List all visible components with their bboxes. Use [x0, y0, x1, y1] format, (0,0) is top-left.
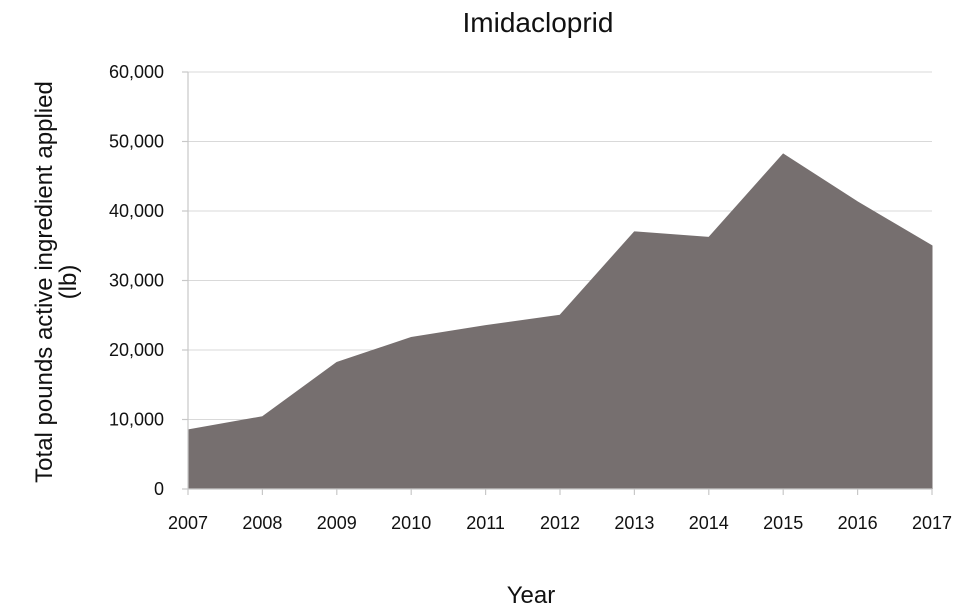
y-tick-label: 10,000 — [109, 410, 164, 430]
axis-layer — [182, 71, 933, 495]
x-tick-label: 2010 — [391, 513, 431, 533]
y-tick-label: 0 — [154, 479, 164, 499]
y-axis-title-line-1: Total pounds active ingredient applied — [31, 81, 58, 483]
y-tick-label: 30,000 — [109, 271, 164, 291]
x-tick-label: 2011 — [466, 513, 505, 533]
x-tick-label: 2013 — [614, 513, 654, 533]
x-tick-label: 2009 — [317, 513, 357, 533]
x-tick-label: 2016 — [838, 513, 878, 533]
x-tick-label: 2015 — [763, 513, 803, 533]
chart-title: Imidacloprid — [463, 7, 614, 38]
y-axis-title-line-2: (lb) — [55, 265, 82, 300]
x-axis-title: Year — [507, 582, 556, 609]
y-tick-label: 50,000 — [109, 132, 164, 152]
label-layer: 0 10,000 20,000 30,000 40,000 50,000 60,000 200… — [31, 7, 952, 609]
x-tick-label: 2017 — [912, 513, 952, 533]
y-tick-label: 20,000 — [109, 340, 164, 360]
x-tick-label: 2012 — [540, 513, 580, 533]
x-tick-label: 2014 — [689, 513, 729, 533]
x-tick-label: 2007 — [168, 513, 208, 533]
y-axis-title-group: Total pounds active ingredient applied(l… — [31, 81, 82, 483]
y-tick-label: 60,000 — [109, 62, 164, 82]
x-tick-label: 2008 — [242, 513, 282, 533]
y-tick-label: 40,000 — [109, 201, 164, 221]
series-area — [187, 153, 933, 490]
area-layer — [187, 153, 933, 490]
